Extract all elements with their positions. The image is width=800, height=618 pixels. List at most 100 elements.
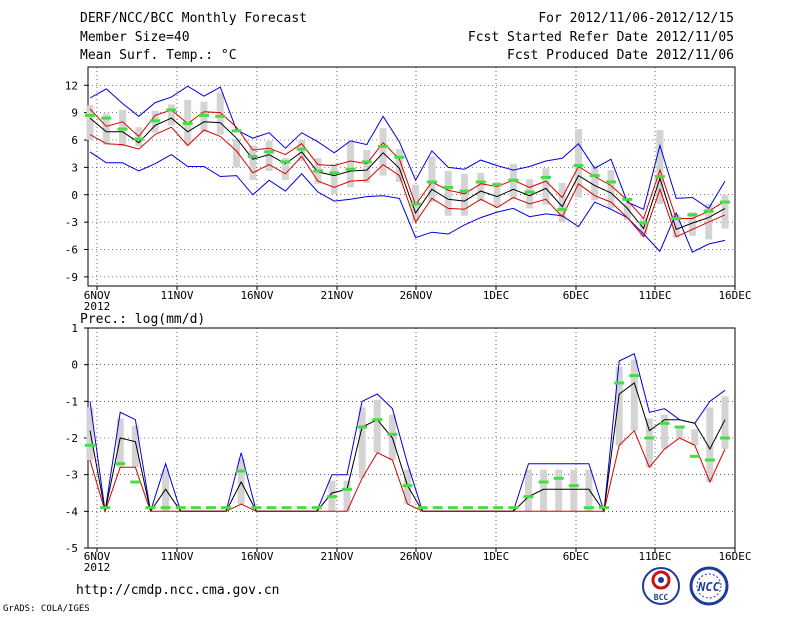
observed-marker <box>85 443 95 447</box>
spread-bar <box>460 173 468 216</box>
observed-marker <box>326 495 337 499</box>
member-size-label: Member Size=40 <box>80 30 190 45</box>
spread-bar <box>131 425 139 468</box>
spread-bar <box>591 165 599 201</box>
observed-marker <box>674 425 685 429</box>
observed-marker <box>659 421 670 425</box>
y-tick-label: 0 <box>71 359 78 372</box>
observed-marker <box>101 116 112 120</box>
x-tick-label: 6DEC <box>563 289 590 302</box>
x-tick-label: 26NOV <box>399 550 432 563</box>
series-line-upper_pct <box>89 108 726 220</box>
series-line-max <box>89 151 726 253</box>
observed-marker <box>357 425 368 429</box>
x-tick-label: 1DEC <box>483 550 510 563</box>
y-tick-label: -9 <box>65 271 78 284</box>
observed-marker <box>462 506 473 510</box>
spread-bar <box>630 359 638 431</box>
spread-bar <box>493 181 501 208</box>
observed-marker <box>387 432 398 436</box>
observed-marker <box>622 197 633 201</box>
spread-bar <box>343 480 351 512</box>
observed-marker <box>150 119 161 123</box>
x-tick-label: 6NOV <box>84 289 111 302</box>
observed-marker <box>553 476 564 480</box>
ncc-logo-icon: NCC <box>689 566 729 606</box>
observed-marker <box>720 200 730 204</box>
observed-marker <box>654 175 665 178</box>
observed-marker <box>280 160 291 164</box>
y-tick-label: -4 <box>65 505 79 518</box>
observed-marker <box>160 506 171 510</box>
observed-marker <box>410 202 421 206</box>
spread-bar <box>688 212 696 236</box>
plot-frame <box>87 66 736 287</box>
y-tick-label: 3 <box>71 161 78 174</box>
observed-marker <box>459 189 470 193</box>
observed-marker <box>493 506 504 510</box>
spread-bar <box>661 414 669 449</box>
observed-marker <box>130 480 141 484</box>
observed-marker <box>117 127 128 131</box>
observed-marker <box>523 495 534 499</box>
observed-marker <box>606 180 617 184</box>
spread-bar <box>233 139 241 168</box>
spread-bar <box>607 170 615 209</box>
y-tick-label: 6 <box>71 134 78 147</box>
x-tick-label: 6DEC <box>563 550 590 563</box>
spread-bar <box>216 92 224 135</box>
observed-marker <box>100 506 111 510</box>
spread-bar <box>477 172 485 202</box>
x-tick-label: 16NOV <box>240 550 273 563</box>
spread-bar <box>86 407 94 460</box>
spread-bar <box>615 367 623 446</box>
spread-bar <box>162 469 170 512</box>
observed-marker <box>166 108 177 112</box>
spread-bar <box>330 163 338 194</box>
spread-bar <box>691 429 699 446</box>
y-tick-label: -2 <box>65 432 78 445</box>
spread-bar <box>656 129 664 204</box>
spread-bar <box>672 213 680 238</box>
observed-marker <box>573 164 584 168</box>
spread-bar <box>167 104 175 126</box>
observed-marker <box>312 169 323 173</box>
observed-marker <box>345 167 356 171</box>
observed-marker <box>182 122 193 126</box>
forecast-start-date: Fcst Started Refer Date 2012/11/05 <box>467 30 734 45</box>
observed-marker <box>402 484 413 488</box>
bcc-logo-text: BCC <box>654 593 669 602</box>
observed-marker <box>264 150 275 154</box>
grads-credit: GrADS: COLA/IGES <box>3 604 90 614</box>
spread-bar <box>706 407 714 482</box>
spread-bar <box>116 418 124 468</box>
spread-bar <box>86 105 94 140</box>
observed-marker <box>583 506 594 510</box>
footer-url[interactable]: http://cmdp.ncc.cma.gov.cn <box>76 583 280 598</box>
series-line-lower_pct <box>89 429 726 513</box>
observed-marker <box>296 147 307 151</box>
spread-bar <box>558 182 566 223</box>
spread-bar <box>526 179 534 209</box>
observed-marker <box>215 114 226 118</box>
observed-marker <box>644 436 655 440</box>
observed-marker <box>540 175 551 179</box>
spread-bar <box>721 396 729 449</box>
spread-bar <box>379 128 387 176</box>
observed-marker <box>703 209 714 213</box>
spread-bar <box>585 469 593 512</box>
observed-marker <box>205 506 216 510</box>
x-tick-label: 11NOV <box>160 550 193 563</box>
observed-marker <box>447 506 458 510</box>
y-tick-label: 9 <box>71 107 78 120</box>
observed-marker <box>614 381 625 385</box>
y-tick-label: 1 <box>71 322 78 335</box>
observed-marker <box>432 506 443 510</box>
bcc-logo-icon: BCC <box>642 567 680 605</box>
observed-marker <box>296 506 307 510</box>
observed-marker <box>426 180 437 184</box>
series-line-mean <box>89 117 726 231</box>
observed-marker <box>557 207 568 211</box>
observed-marker <box>266 506 277 510</box>
